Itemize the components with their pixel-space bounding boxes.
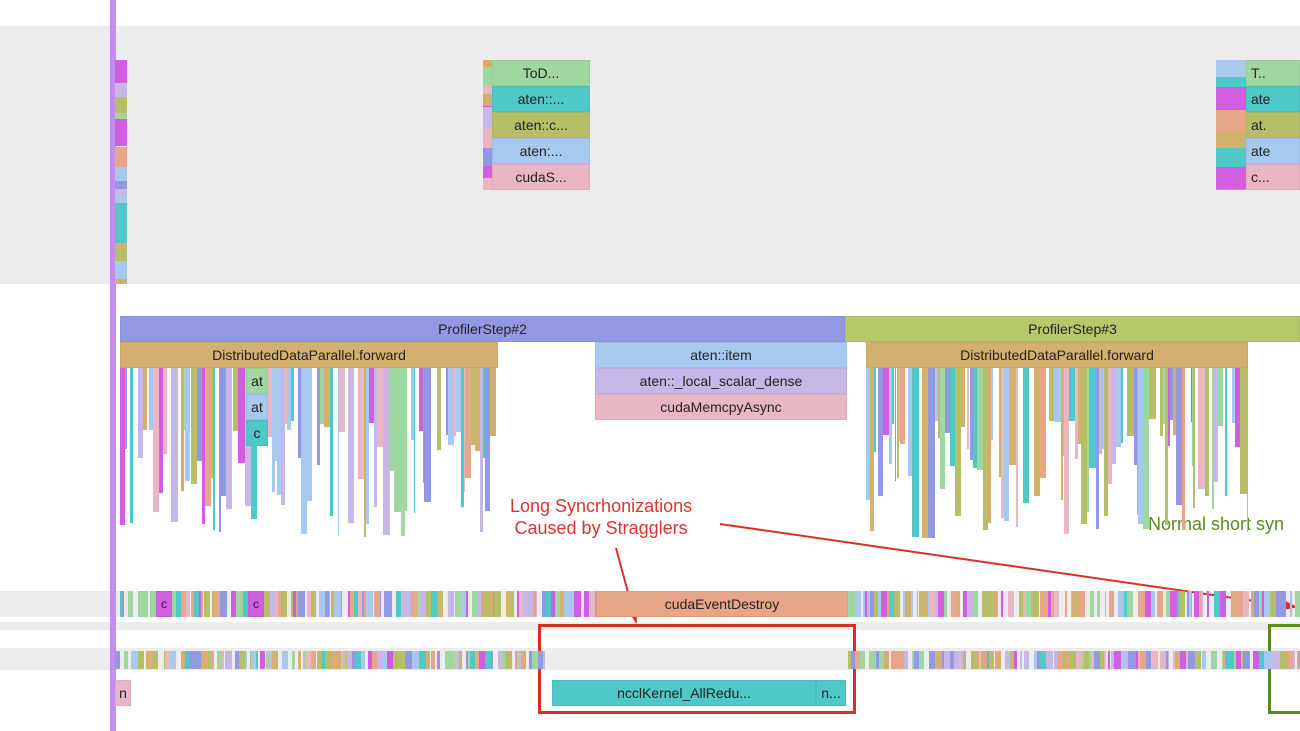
stack-cell[interactable]: aten::... — [492, 86, 590, 112]
op-slice[interactable]: DistributedDataParallel.forward — [120, 342, 498, 368]
stack-cell[interactable]: ToD... — [492, 60, 590, 86]
dense-bars-region — [120, 591, 596, 617]
op-slice-small[interactable]: c — [248, 591, 264, 617]
dense-bars-region — [848, 651, 1300, 669]
profiler-step-slice[interactable]: ProfilerStep#3 — [845, 316, 1300, 342]
op-slice[interactable]: aten::item — [595, 342, 847, 368]
dense-bars-region — [115, 651, 545, 669]
cuda-event-destroy-slice[interactable]: cudaEventDestroy — [596, 591, 848, 617]
dense-bars-region — [120, 368, 498, 538]
nccl-slice[interactable]: n — [115, 680, 131, 706]
op-slice[interactable]: cudaMemcpyAsync — [595, 394, 847, 420]
dense-bars-region — [866, 368, 1248, 538]
dense-bars-region — [115, 60, 127, 284]
stack-cell[interactable]: c... — [1246, 164, 1300, 190]
op-slice-small[interactable]: c — [156, 591, 172, 617]
profiler-step-slice[interactable]: ProfilerStep#2 — [120, 316, 845, 342]
op-slice[interactable]: c — [246, 420, 268, 446]
dense-bars-region — [848, 591, 1300, 617]
stack-cell[interactable]: ate — [1246, 86, 1300, 112]
op-slice[interactable]: at — [246, 394, 268, 420]
stack-cell[interactable]: aten:... — [492, 138, 590, 164]
annotation-box — [1268, 624, 1300, 714]
stack-cell[interactable]: ate — [1246, 138, 1300, 164]
stack-cell[interactable]: cudaS... — [492, 164, 590, 190]
op-slice[interactable]: at — [246, 368, 268, 394]
dense-bars-region — [1216, 60, 1246, 190]
stack-cell[interactable]: T.. — [1246, 60, 1300, 86]
dense-bars-region — [483, 60, 492, 190]
op-slice[interactable]: DistributedDataParallel.forward — [866, 342, 1248, 368]
stack-cell[interactable]: aten::c... — [492, 112, 590, 138]
annotation-text: Long SyncrhonizationsCaused by Straggler… — [510, 496, 692, 539]
op-slice[interactable]: aten::_local_scalar_dense — [595, 368, 847, 394]
stack-cell[interactable]: at. — [1246, 112, 1300, 138]
annotation-box — [538, 624, 856, 714]
